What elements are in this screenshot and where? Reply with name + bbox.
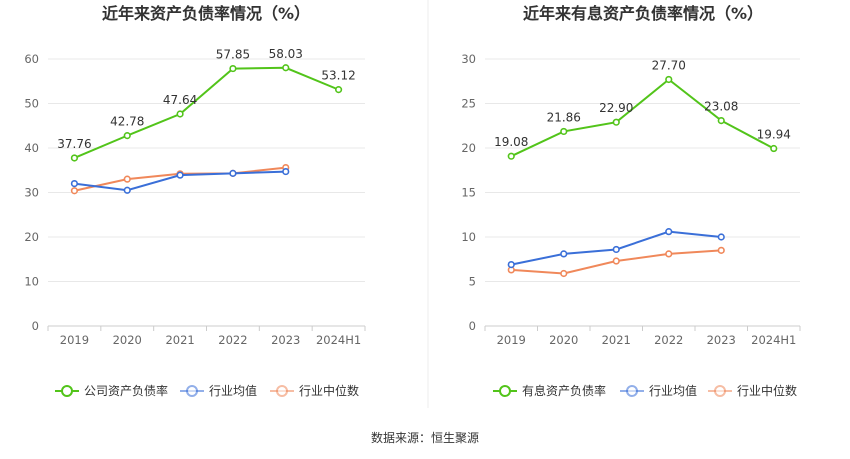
data-point — [507, 152, 515, 160]
chart-title: 近年来有息资产负债率情况（%） — [523, 4, 763, 23]
x-tick-label: 2023 — [707, 333, 736, 347]
x-tick-label: 2022 — [654, 333, 683, 347]
y-tick-label: 20 — [24, 230, 39, 244]
legend-swatch-marker — [499, 385, 511, 397]
data-point — [282, 167, 290, 176]
y-tick-label: 20 — [461, 141, 476, 155]
legend-swatch-marker — [714, 385, 726, 397]
y-tick-label: 10 — [24, 275, 39, 289]
data-point — [123, 175, 131, 183]
data-label: 57.85 — [216, 48, 250, 62]
legend-label: 公司资产负债率 — [84, 383, 168, 398]
legend-swatch-marker — [61, 385, 73, 397]
legend-swatch-marker — [186, 385, 198, 397]
y-tick-label: 5 — [469, 275, 476, 289]
legend-label: 行业中位数 — [299, 383, 359, 398]
x-tick-label: 2024H1 — [751, 333, 796, 347]
data-label: 42.78 — [110, 115, 144, 129]
data-label: 21.86 — [547, 110, 581, 124]
x-tick-label: 2020 — [113, 333, 142, 347]
data-point — [612, 245, 620, 254]
data-point — [70, 154, 79, 162]
data-label: 27.70 — [652, 58, 686, 72]
y-tick-label: 25 — [461, 97, 476, 111]
data-point — [176, 171, 184, 179]
data-point — [665, 75, 673, 84]
legend-label: 行业均值 — [649, 383, 697, 398]
data-label: 23.08 — [704, 100, 738, 114]
y-tick-label: 15 — [461, 186, 476, 200]
series-line — [74, 66, 339, 159]
data-point — [717, 246, 725, 254]
data-point — [560, 127, 568, 136]
x-tick-label: 2020 — [549, 333, 578, 347]
x-tick-label: 2019 — [60, 333, 89, 347]
y-tick-label: 0 — [32, 319, 39, 333]
data-point — [176, 110, 184, 118]
x-tick-label: 2023 — [271, 333, 300, 347]
y-tick-label: 50 — [24, 97, 39, 111]
x-tick-label: 2021 — [602, 333, 631, 347]
data-label: 47.64 — [163, 93, 197, 107]
x-tick-label: 2024H1 — [316, 333, 361, 347]
data-point — [560, 269, 568, 278]
data-point — [717, 233, 725, 241]
data-point — [507, 260, 515, 269]
y-tick-label: 30 — [461, 52, 476, 66]
legend-label: 有息资产负债率 — [522, 383, 606, 398]
legend-swatch-marker — [276, 385, 288, 397]
data-point — [334, 86, 343, 94]
y-tick-label: 60 — [24, 52, 39, 66]
data-label: 53.12 — [321, 69, 355, 83]
data-point — [665, 250, 673, 258]
x-tick-label: 2019 — [497, 333, 526, 347]
legend-label: 行业均值 — [209, 383, 257, 398]
x-tick-label: 2022 — [218, 333, 247, 347]
y-tick-label: 30 — [24, 186, 39, 200]
data-label: 37.76 — [57, 137, 91, 151]
data-label: 58.03 — [269, 47, 303, 61]
data-point — [123, 132, 131, 140]
data-point — [560, 250, 568, 258]
source-note: 数据来源：恒生聚源 — [370, 431, 479, 445]
data-point — [229, 64, 237, 73]
x-tick-label: 2021 — [165, 333, 194, 347]
legend-label: 行业中位数 — [737, 383, 797, 398]
legend-swatch-marker — [626, 385, 638, 397]
data-point — [70, 187, 79, 195]
data-label: 19.94 — [757, 128, 791, 142]
data-point — [282, 64, 290, 72]
y-tick-label: 0 — [469, 319, 476, 333]
data-label: 19.08 — [494, 135, 528, 149]
y-tick-label: 10 — [461, 230, 476, 244]
data-point — [770, 144, 778, 153]
series-line — [510, 78, 775, 158]
data-label: 22.90 — [599, 101, 633, 115]
y-tick-label: 40 — [24, 141, 39, 155]
data-point — [717, 116, 725, 125]
data-point — [70, 180, 79, 188]
data-point — [665, 228, 673, 236]
data-point — [612, 118, 620, 126]
chart-title: 近年来资产负债率情况（%） — [102, 4, 310, 23]
data-point — [123, 186, 131, 194]
data-point — [612, 257, 620, 265]
data-point — [229, 169, 237, 177]
